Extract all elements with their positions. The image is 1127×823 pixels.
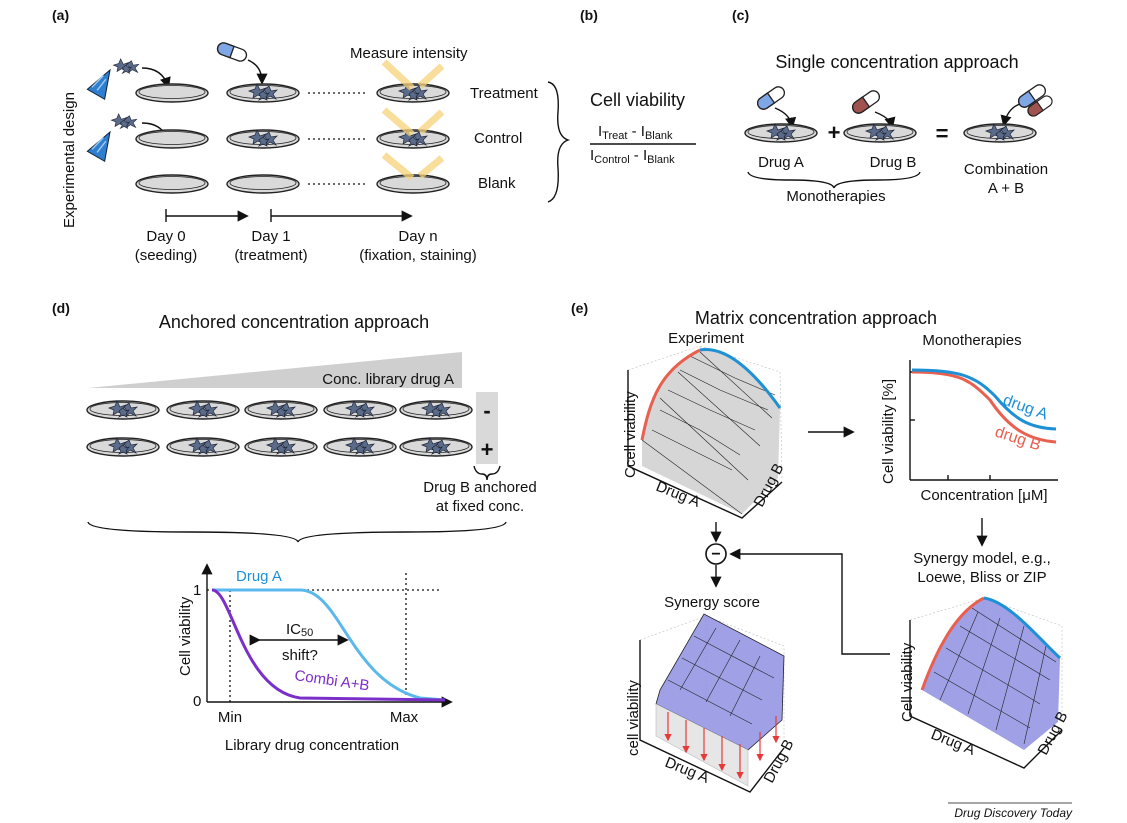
dish-row-blank	[135, 174, 450, 194]
drug-a-mono-curve	[911, 368, 1057, 431]
brace	[547, 81, 571, 203]
matrix-concentration-title: Matrix concentration approach	[695, 308, 937, 328]
combi-curve-label: Combi A+B	[293, 667, 370, 694]
row-label-treatment: Treatment	[470, 85, 539, 102]
light-beams	[381, 59, 445, 181]
panel-b-label: (b)	[580, 7, 598, 23]
subtract-icon	[705, 543, 727, 565]
day0-note: (seeding)	[135, 247, 198, 264]
combi-curve	[211, 588, 446, 702]
mono-ylabel: Cell viability [%]	[880, 379, 897, 484]
shift-label: shift?	[282, 647, 318, 664]
subtract-sign: −	[711, 546, 720, 563]
panel-d-label: (d)	[52, 300, 70, 316]
equals-sign: =	[936, 121, 949, 146]
anchor-label-1: Drug B anchored	[423, 479, 536, 496]
drug-a-curve	[212, 588, 446, 702]
row-label-blank: Blank	[478, 175, 516, 192]
experiment-ylabel: Ccell viability	[622, 391, 639, 478]
y-tick-0: 0	[193, 693, 201, 710]
pill-icon	[215, 40, 249, 64]
experimental-design-label: Experimental design	[61, 92, 78, 228]
ic50-label: IC50	[286, 621, 313, 639]
journal-footer: Drug Discovery Today	[954, 806, 1073, 820]
panel-d-brace	[87, 521, 507, 543]
monotherapies-chart: drug A drug B Cell viability [%] Concent…	[880, 360, 1058, 504]
pipette-icon	[86, 126, 120, 162]
reference-ylabel: Cell viability	[899, 642, 916, 722]
anchor-label-2: at fixed conc.	[436, 498, 524, 515]
measure-intensity-label: Measure intensity	[350, 45, 468, 62]
row-label-control: Control	[474, 130, 522, 147]
anchored-dish-grid	[87, 401, 472, 456]
panel-a-label: (a)	[52, 7, 69, 23]
anchored-chart: Cell viability 1 0 Min Max Library drug …	[177, 563, 453, 754]
drug-b-mono-curve	[911, 370, 1057, 444]
x-tick-min: Min	[218, 709, 242, 726]
minus-sign: -	[483, 398, 490, 423]
synergy-drug-b-label: Drug B	[761, 737, 798, 786]
drug-a-curve-label: drug A	[1001, 392, 1051, 424]
reference-drug-a-label: Drug A	[929, 726, 978, 759]
x-tick-max: Max	[390, 709, 419, 726]
reference-surface: Cell viability Drug A Drug B	[899, 596, 1071, 769]
cells-icon	[111, 113, 137, 129]
dish-row-treatment	[135, 83, 449, 103]
dish-drug-b	[844, 124, 916, 142]
drug-a-curve-label: Drug A	[236, 568, 282, 585]
concentration-gradient	[88, 352, 462, 388]
library-label: Conc. library drug A	[322, 371, 454, 388]
anchor-column	[476, 392, 498, 464]
synergy-score-label: Synergy score	[664, 594, 760, 611]
combination-label: Combination	[964, 161, 1048, 178]
drug-b-label: Drug B	[870, 154, 917, 171]
dayn-label: Day n	[398, 228, 437, 245]
formula-denominator: IControl - IBlank	[590, 147, 675, 166]
synergy-model-label-2: Loewe, Bliss or ZIP	[917, 569, 1046, 586]
dish-drug-a	[745, 124, 817, 142]
dish-row-control	[135, 129, 449, 149]
formula-numerator: ITreat - IBlank	[598, 123, 673, 142]
single-concentration-title: Single concentration approach	[775, 52, 1018, 72]
dayn-note: (fixation, staining)	[359, 247, 477, 264]
experiment-surface: Ccell viability Drug A Drug B	[622, 345, 787, 519]
y-tick-1: 1	[193, 582, 201, 599]
plus-sign: +	[481, 437, 494, 462]
combination-ab-label: A + B	[988, 180, 1024, 197]
pill-red-icon	[849, 87, 883, 117]
cell-viability-title: Cell viability	[590, 90, 685, 110]
day0-label: Day 0	[146, 228, 185, 245]
chart-xlabel: Library drug concentration	[225, 737, 399, 754]
pipette-icon	[86, 64, 120, 100]
pill-icon	[754, 83, 788, 113]
monotherapies-brace	[747, 171, 921, 189]
cells-icon	[113, 58, 139, 74]
chart-ylabel: Cell viability	[177, 596, 194, 676]
monotherapies-e-label: Monotherapies	[922, 332, 1021, 349]
plus-sign: +	[828, 120, 841, 145]
anchored-concentration-title: Anchored concentration approach	[159, 312, 429, 332]
synergy-ylabel: cell viability	[625, 680, 642, 756]
experiment-label: Experiment	[668, 330, 745, 347]
panel-e-label: (e)	[571, 300, 588, 316]
drug-a-label: Drug A	[758, 154, 804, 171]
synergy-model-label-1: Synergy model, e.g.,	[913, 550, 1051, 567]
mono-xlabel: Concentration [μM]	[920, 487, 1047, 504]
panel-c-label: (c)	[732, 7, 749, 23]
monotherapies-label: Monotherapies	[786, 188, 885, 205]
dish-combination	[964, 124, 1036, 142]
day1-label: Day 1	[251, 228, 290, 245]
synergy-surface: cell viability Drug A Drug B	[625, 613, 798, 793]
day1-note: (treatment)	[234, 247, 307, 264]
